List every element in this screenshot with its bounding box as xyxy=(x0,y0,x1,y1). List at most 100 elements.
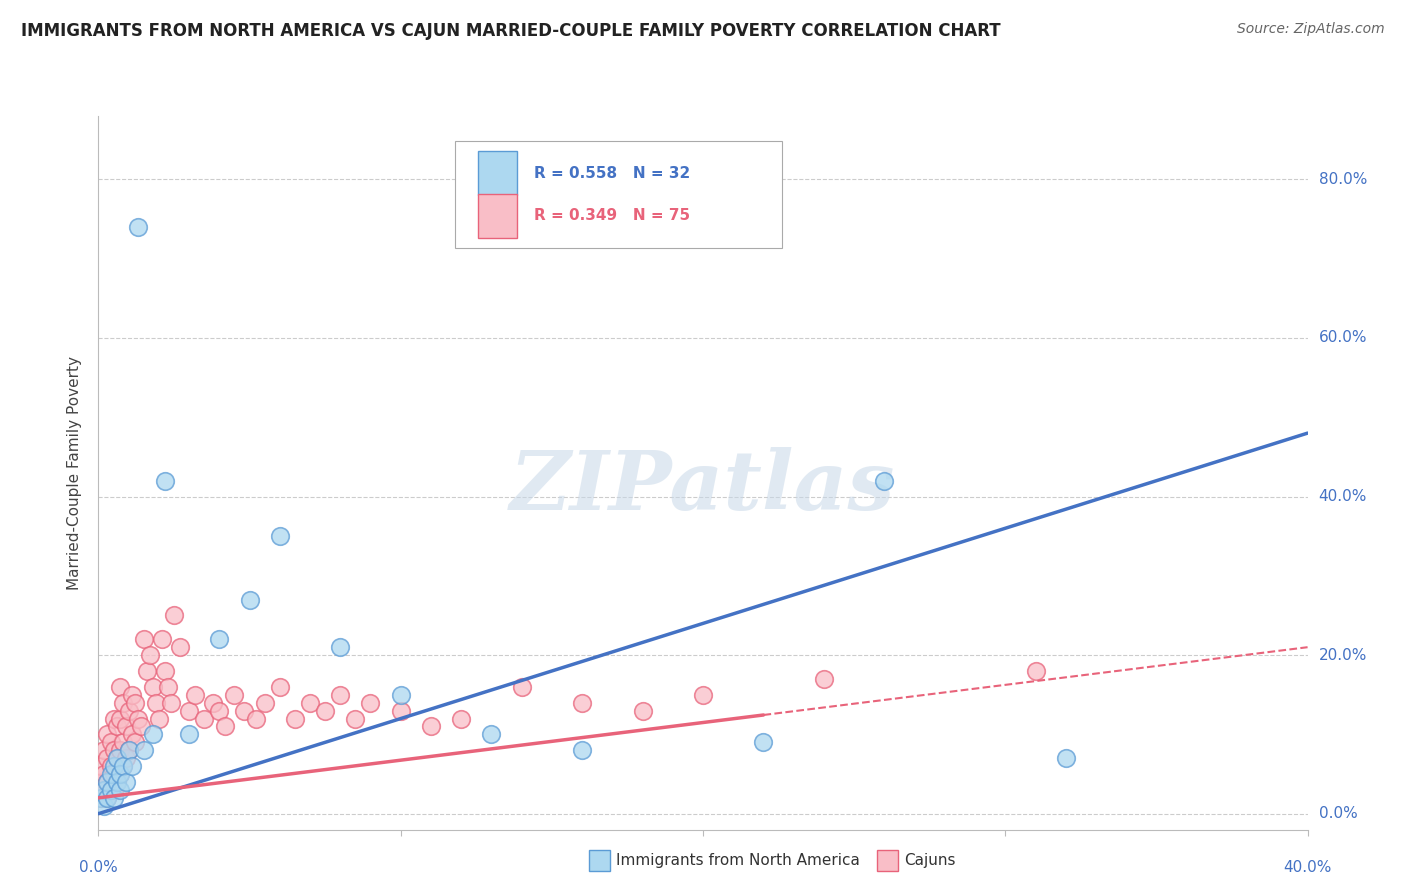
Point xyxy=(103,712,125,726)
Point xyxy=(105,775,128,789)
Point xyxy=(813,672,835,686)
Point xyxy=(105,751,128,765)
Point xyxy=(208,632,231,647)
Point xyxy=(105,719,128,733)
Point xyxy=(360,696,382,710)
Point xyxy=(118,743,141,757)
Point xyxy=(571,743,593,757)
Point xyxy=(96,790,118,805)
Point xyxy=(284,712,307,726)
Text: R = 0.349   N = 75: R = 0.349 N = 75 xyxy=(534,209,690,223)
Point xyxy=(114,775,136,789)
Point xyxy=(96,790,118,805)
Point xyxy=(103,743,125,757)
Point xyxy=(389,688,412,702)
Point xyxy=(571,696,593,710)
Point xyxy=(269,529,291,543)
Point xyxy=(169,640,191,655)
Point xyxy=(96,727,118,741)
Point xyxy=(692,688,714,702)
Point xyxy=(93,783,115,797)
Point xyxy=(127,219,149,234)
Point xyxy=(118,704,141,718)
Point xyxy=(114,719,136,733)
Point xyxy=(156,680,179,694)
Point xyxy=(124,735,146,749)
Point xyxy=(105,751,128,765)
Point xyxy=(108,783,131,797)
FancyBboxPatch shape xyxy=(478,194,517,238)
Text: IMMIGRANTS FROM NORTH AMERICA VS CAJUN MARRIED-COUPLE FAMILY POVERTY CORRELATION: IMMIGRANTS FROM NORTH AMERICA VS CAJUN M… xyxy=(21,22,1001,40)
Point xyxy=(314,704,336,718)
Text: R = 0.558   N = 32: R = 0.558 N = 32 xyxy=(534,166,690,180)
Point xyxy=(193,712,215,726)
Point xyxy=(329,640,352,655)
Point xyxy=(127,712,149,726)
Point xyxy=(132,743,155,757)
Text: 40.0%: 40.0% xyxy=(1284,860,1331,875)
Text: 80.0%: 80.0% xyxy=(1319,172,1367,187)
Point xyxy=(93,767,115,781)
Point xyxy=(253,696,276,710)
Point xyxy=(142,680,165,694)
Point xyxy=(245,712,267,726)
Point xyxy=(111,696,134,710)
Text: 20.0%: 20.0% xyxy=(1319,648,1367,663)
Point xyxy=(344,712,367,726)
Point xyxy=(145,696,167,710)
FancyBboxPatch shape xyxy=(478,151,517,195)
Point xyxy=(269,680,291,694)
Point xyxy=(108,743,131,757)
Point xyxy=(100,759,122,773)
Text: 40.0%: 40.0% xyxy=(1319,489,1367,504)
Point xyxy=(90,790,112,805)
Point xyxy=(510,680,533,694)
Point xyxy=(184,688,207,702)
Point xyxy=(124,696,146,710)
Point xyxy=(214,719,236,733)
Point xyxy=(108,680,131,694)
Point xyxy=(389,704,412,718)
Point xyxy=(93,783,115,797)
Text: Immigrants from North America: Immigrants from North America xyxy=(616,854,859,868)
Text: 0.0%: 0.0% xyxy=(1319,806,1357,822)
Point xyxy=(139,648,162,662)
Text: 60.0%: 60.0% xyxy=(1319,330,1367,345)
Y-axis label: Married-Couple Family Poverty: Married-Couple Family Poverty xyxy=(67,356,83,590)
Point xyxy=(90,775,112,789)
Point xyxy=(96,775,118,789)
Point xyxy=(153,474,176,488)
Point xyxy=(160,696,183,710)
Point xyxy=(90,790,112,805)
Point xyxy=(752,735,775,749)
Point xyxy=(142,727,165,741)
Point xyxy=(163,608,186,623)
Point xyxy=(481,727,503,741)
Point xyxy=(177,727,201,741)
Point xyxy=(450,712,472,726)
Point xyxy=(239,592,262,607)
Point xyxy=(108,767,131,781)
Point xyxy=(202,696,225,710)
FancyBboxPatch shape xyxy=(456,141,782,248)
Point xyxy=(111,759,134,773)
Point xyxy=(111,735,134,749)
Point xyxy=(118,743,141,757)
Point xyxy=(93,743,115,757)
Point xyxy=(1024,664,1046,678)
Point xyxy=(419,719,441,733)
Point xyxy=(148,712,170,726)
Point xyxy=(121,727,143,741)
Point xyxy=(100,767,122,781)
Point xyxy=(96,775,118,789)
Point xyxy=(103,790,125,805)
Point xyxy=(100,735,122,749)
Point xyxy=(108,712,131,726)
Point xyxy=(153,664,176,678)
Point xyxy=(232,704,254,718)
Point xyxy=(114,751,136,765)
Point xyxy=(103,759,125,773)
Point xyxy=(121,759,143,773)
Point xyxy=(1054,751,1077,765)
Point xyxy=(105,775,128,789)
